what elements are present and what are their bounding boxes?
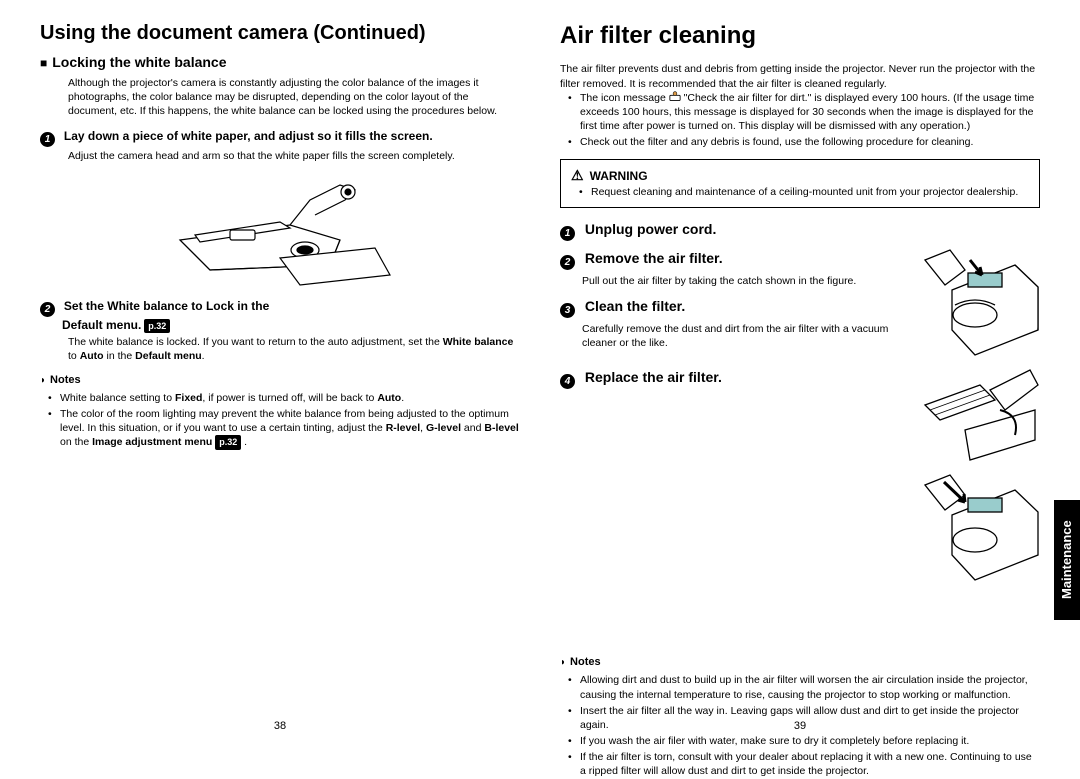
step-number-3: 3 xyxy=(560,303,575,318)
step1-label: Unplug power cord. xyxy=(585,221,716,237)
left-page: Using the document camera (Continued) Lo… xyxy=(30,20,530,740)
t: in the xyxy=(104,350,136,362)
step2-body: Pull out the air filter by taking the ca… xyxy=(582,274,912,288)
notes-heading: Notes xyxy=(40,373,520,388)
step-number-1: 1 xyxy=(560,226,575,241)
step4-label: Replace the air filter. xyxy=(585,369,722,385)
step2-body: The white balance is locked. If you want… xyxy=(68,335,520,363)
t: , if power is turned off, will be back t… xyxy=(202,392,377,404)
t: Image adjustment menu xyxy=(92,436,212,448)
right-bullet-1: The icon message "Check the air filter f… xyxy=(572,91,1040,134)
t: White balance setting to xyxy=(60,392,175,404)
warning-item: Request cleaning and maintenance of a ce… xyxy=(583,185,1029,199)
right-note-1: Allowing dirt and dust to build up in th… xyxy=(572,673,1040,701)
t: Fixed xyxy=(175,392,202,404)
right-step-1: 1 Unplug power cord. xyxy=(560,220,1040,241)
projector-camera-illustration xyxy=(140,170,400,290)
t: The white balance is locked. If you want… xyxy=(68,336,443,348)
left-step-1: 1 Lay down a piece of white paper, and a… xyxy=(40,128,520,163)
step1-body: Adjust the camera head and arm so that t… xyxy=(68,149,520,163)
left-note-1: White balance setting to Fixed, if power… xyxy=(52,391,520,405)
right-page-number: 39 xyxy=(794,719,806,734)
t: G-level xyxy=(426,422,461,434)
step2-title-line1: Set the White balance to Lock in the xyxy=(64,299,269,313)
right-intro-bullets: The icon message "Check the air filter f… xyxy=(560,91,1040,150)
step3-body: Carefully remove the dust and dirt from … xyxy=(582,322,912,350)
step2-title-line2: Default menu. xyxy=(62,318,141,332)
page-ref-tag: p.32 xyxy=(215,435,241,449)
left-title: Using the document camera (Continued) xyxy=(40,20,520,47)
step-number-2: 2 xyxy=(560,255,575,270)
section-intro: Although the projector's camera is const… xyxy=(68,76,520,119)
right-title: Air filter cleaning xyxy=(560,20,1040,52)
left-step-2: 2 Set the White balance to Lock in the D… xyxy=(40,298,520,364)
t: to xyxy=(68,350,80,362)
t: R-level xyxy=(386,422,420,434)
t: Auto xyxy=(80,350,104,362)
warning-heading: WARNING xyxy=(571,166,1029,185)
step3-label: Clean the filter. xyxy=(585,298,685,314)
right-bullet-2: Check out the filter and any debris is f… xyxy=(572,135,1040,149)
section-heading: Locking the white balance xyxy=(40,53,520,72)
left-note-2: The color of the room lighting may preve… xyxy=(52,407,520,450)
step-number-4: 4 xyxy=(560,374,575,389)
t: on the xyxy=(60,436,92,448)
right-notes-heading: Notes xyxy=(560,655,1040,670)
message-icon xyxy=(669,91,681,101)
replace-filter-illustration xyxy=(920,470,1040,585)
right-note-4: If the air filter is torn, consult with … xyxy=(572,750,1040,778)
warning-list: Request cleaning and maintenance of a ce… xyxy=(571,185,1029,199)
t: B-level xyxy=(484,422,518,434)
right-intro: The air filter prevents dust and debris … xyxy=(560,62,1040,90)
page-ref-tag: p.32 xyxy=(144,319,170,333)
left-page-number: 38 xyxy=(274,719,286,734)
side-tab-maintenance: Maintenance xyxy=(1054,500,1080,620)
left-notes-list: White balance setting to Fixed, if power… xyxy=(40,391,520,450)
step2-label: Remove the air filter. xyxy=(585,250,723,266)
warning-box: WARNING Request cleaning and maintenance… xyxy=(560,159,1040,208)
t: The icon message xyxy=(580,92,669,104)
right-page: Air filter cleaning The air filter preve… xyxy=(550,20,1050,740)
clean-filter-illustration xyxy=(920,360,1040,470)
t: White balance xyxy=(443,336,514,348)
remove-filter-illustration xyxy=(920,245,1040,360)
step1-title: Lay down a piece of white paper, and adj… xyxy=(64,129,433,143)
right-note-3: If you wash the air filer with water, ma… xyxy=(572,734,1040,748)
t: and xyxy=(461,422,484,434)
step-number-1: 1 xyxy=(40,132,55,147)
t: Auto xyxy=(377,392,401,404)
step-number-2: 2 xyxy=(40,302,55,317)
t: Default menu xyxy=(135,350,202,362)
